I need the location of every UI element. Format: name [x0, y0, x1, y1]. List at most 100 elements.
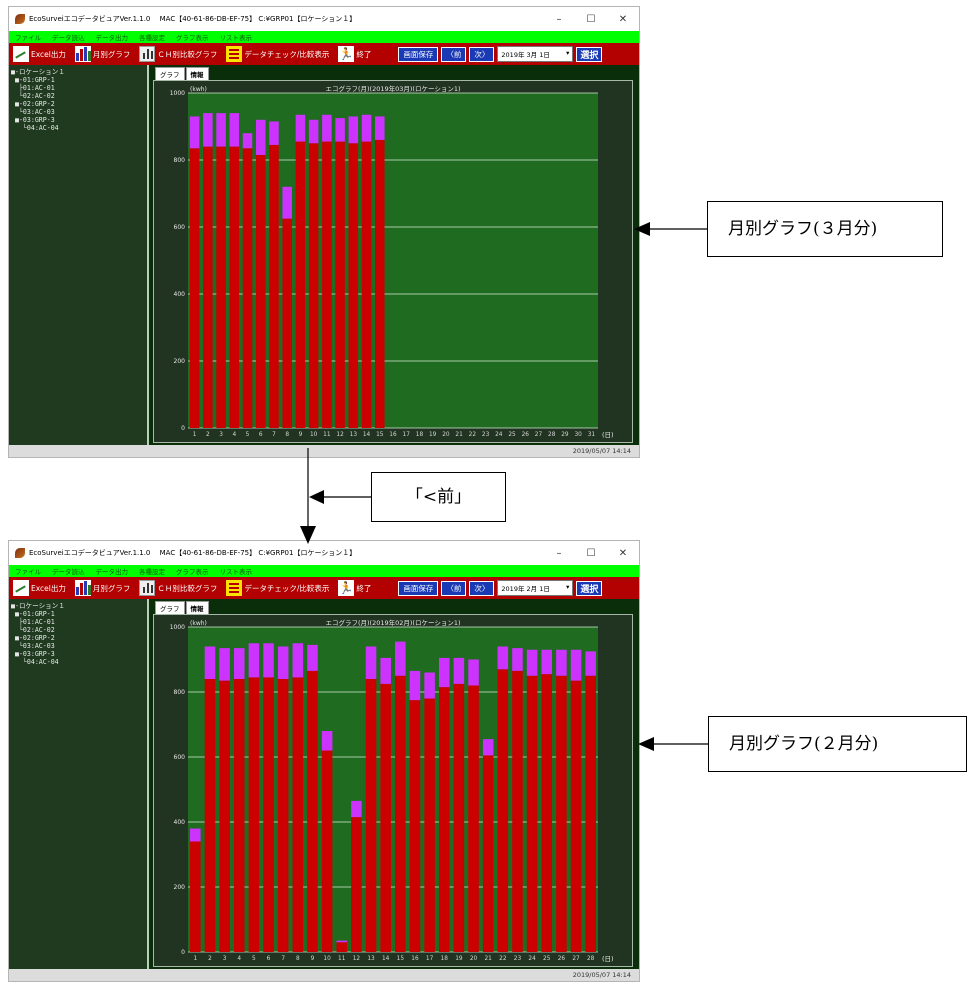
- save-screen-button[interactable]: 画面保存: [398, 580, 439, 596]
- bar-segment-base: [482, 755, 494, 952]
- menu-list-view[interactable]: リスト表示: [219, 34, 253, 42]
- tab-graph[interactable]: グラフ: [155, 67, 185, 80]
- y-tick-label: 800: [174, 689, 186, 696]
- tree-node-grp2[interactable]: ■-02:GRP-2: [11, 634, 55, 642]
- tree-node-grp3[interactable]: ■-03:GRP-3: [11, 650, 55, 658]
- tree-node-ac04[interactable]: └04:AC-04: [11, 124, 59, 132]
- x-tick-label: 7: [281, 956, 285, 962]
- date-value: 2019年 3月 1日: [501, 51, 550, 59]
- y-tick-label: 200: [174, 358, 186, 365]
- chart-frame: 0 200 400 600 800 1000 (kwh) エコグラフ(月)(2019年02月)…: [153, 614, 633, 967]
- monthly-graph-button[interactable]: 月別グラフ: [74, 46, 131, 62]
- tree-node-location[interactable]: ■-ロケーション１: [11, 602, 65, 610]
- y-tick-label: 800: [174, 157, 186, 164]
- tree-node-grp2[interactable]: ■-02:GRP-2: [11, 100, 55, 108]
- bar-segment-top: [365, 646, 377, 679]
- tree-node-ac02[interactable]: └02:AC-02: [11, 92, 55, 100]
- bar-segment-top: [395, 641, 406, 676]
- menu-settings[interactable]: 各種設定: [139, 568, 165, 576]
- x-tick-label: 8: [296, 956, 300, 962]
- calendar-dropdown-icon[interactable]: ▾: [566, 583, 570, 591]
- save-screen-button[interactable]: 画面保存: [398, 46, 439, 62]
- menu-graph-view[interactable]: グラフ表示: [176, 34, 209, 42]
- next-button[interactable]: 次〉: [469, 580, 495, 596]
- menu-graph-view[interactable]: グラフ表示: [176, 568, 209, 576]
- tree-node-ac02[interactable]: └02:AC-02: [11, 626, 55, 634]
- ch-compare-button[interactable]: ＣＨ別比較グラフ: [139, 46, 217, 62]
- next-button[interactable]: 次〉: [469, 46, 495, 62]
- tree-node-ac03[interactable]: └03:AC-03: [11, 642, 55, 650]
- tree-node-ac01[interactable]: ├01:AC-01: [11, 618, 55, 626]
- monthly-bar-chart-march: 0 200 400 600 800 1000 (kwh) エコグラフ(月)(2019年03月)…: [170, 84, 614, 439]
- x-tick-label: 15: [376, 432, 384, 438]
- running-man-icon: 🏃: [338, 580, 355, 596]
- tree-node-ac03[interactable]: └03:AC-03: [11, 108, 55, 116]
- monthly-graph-label: 月別グラフ: [92, 49, 131, 59]
- status-bar: 2019/05/07 14:14: [9, 969, 639, 981]
- select-button[interactable]: 選択: [576, 46, 603, 62]
- toolbar: Excel出力 月別グラフ ＣＨ別比較グラフ データチェック/比較表示 🏃 終了…: [9, 43, 639, 65]
- bar-segment-base: [292, 677, 304, 952]
- x-tick-label: 12: [336, 432, 344, 438]
- app-leaf-icon: [15, 14, 25, 24]
- minimize-button[interactable]: –: [556, 13, 562, 25]
- menu-data-output[interactable]: データ出力: [95, 34, 129, 42]
- tab-info[interactable]: 情報: [185, 67, 209, 80]
- menu-file[interactable]: ファイル: [15, 568, 41, 576]
- bar-segment-top: [361, 114, 372, 142]
- exit-button[interactable]: 🏃 終了: [338, 580, 371, 596]
- exit-button[interactable]: 🏃 終了: [338, 46, 371, 62]
- minimize-button[interactable]: –: [556, 547, 562, 559]
- monthly-graph-button[interactable]: 月別グラフ: [74, 580, 130, 596]
- tab-graph[interactable]: グラフ: [155, 601, 185, 614]
- prev-button[interactable]: 〈前: [441, 46, 467, 62]
- menu-settings[interactable]: 各種設定: [139, 34, 165, 42]
- menu-file[interactable]: ファイル: [15, 34, 41, 42]
- data-check-button[interactable]: データチェック/比較表示: [226, 46, 329, 62]
- menu-data-load[interactable]: データ読込: [52, 568, 85, 576]
- bar-segment-top: [282, 186, 292, 219]
- menu-data-load[interactable]: データ読込: [52, 34, 85, 42]
- close-button[interactable]: ✕: [618, 547, 628, 559]
- tree-node-grp1[interactable]: ■-01:GRP-1: [11, 76, 55, 84]
- menu-data-output[interactable]: データ出力: [95, 568, 129, 576]
- tree-node-location[interactable]: ■-ロケーション１: [11, 68, 65, 76]
- bar-segment-base: [335, 141, 345, 428]
- x-tick-label: 22: [499, 956, 507, 962]
- bar-segment-top: [468, 659, 479, 686]
- excel-output-button[interactable]: Excel出力: [13, 580, 66, 596]
- date-picker[interactable]: 2019年 3月 1日 ▾: [497, 46, 574, 62]
- select-button[interactable]: 選択: [576, 580, 603, 596]
- data-check-button[interactable]: データチェック/比較表示: [226, 580, 329, 596]
- bar-segment-top: [424, 672, 435, 699]
- maximize-button[interactable]: ☐: [586, 547, 596, 559]
- tree-node-grp3[interactable]: ■-03:GRP-3: [11, 116, 55, 124]
- y-tick-label: 1000: [170, 90, 185, 97]
- prev-button[interactable]: 〈前: [441, 580, 467, 596]
- ch-compare-button[interactable]: ＣＨ別比較グラフ: [139, 580, 217, 596]
- calendar-dropdown-icon[interactable]: ▾: [566, 49, 570, 57]
- annotation-february-graph: 月別グラフ(２月分): [708, 716, 967, 772]
- monthly-bar-chart-february: 0 200 400 600 800 1000 (kwh) エコグラフ(月)(2019年02月)…: [170, 618, 614, 963]
- tab-info[interactable]: 情報: [185, 601, 209, 614]
- bar-segment-top: [189, 116, 200, 149]
- menu-list-view[interactable]: リスト表示: [219, 568, 253, 576]
- close-button[interactable]: ✕: [618, 13, 628, 25]
- x-tick-label: 3: [223, 956, 227, 962]
- location-tree: ■-ロケーション１ ■-01:GRP-1 ├01:AC-01 └02:AC-02…: [9, 599, 149, 969]
- x-tick-label: 11: [338, 956, 346, 962]
- bar-segment-base: [395, 675, 406, 952]
- maximize-button[interactable]: ☐: [586, 13, 596, 25]
- bar-chart-icon: [74, 46, 91, 62]
- tree-node-grp1[interactable]: ■-01:GRP-1: [11, 610, 55, 618]
- bar-segment-top: [229, 113, 240, 147]
- y-axis-label: (kwh): [190, 620, 207, 627]
- y-tick-label: 0: [181, 949, 185, 956]
- tree-node-ac01[interactable]: ├01:AC-01: [11, 84, 55, 92]
- date-picker[interactable]: 2019年 2月 1日 ▾: [497, 580, 574, 596]
- tree-node-ac04[interactable]: └04:AC-04: [11, 658, 59, 666]
- excel-output-button[interactable]: Excel出力: [13, 46, 66, 62]
- bar-segment-base: [585, 675, 596, 952]
- bar-segment-top: [277, 646, 289, 679]
